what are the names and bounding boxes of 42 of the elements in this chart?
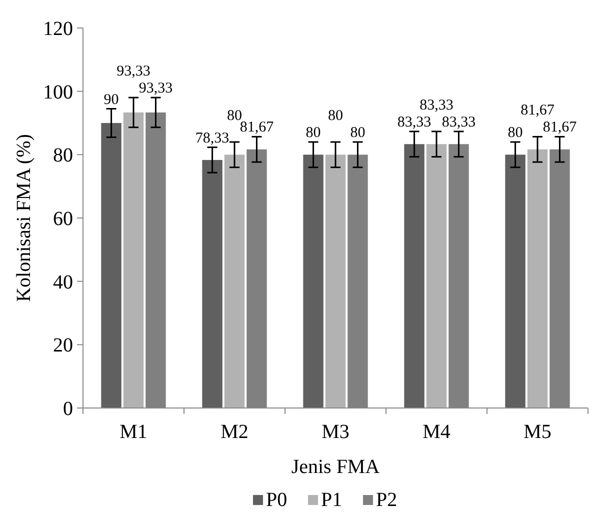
x-axis-title: Jenis FMA: [291, 456, 380, 478]
data-label: 80: [350, 125, 366, 141]
legend-label: P0: [266, 489, 288, 511]
x-tick-label: M2: [220, 421, 248, 443]
bar: [202, 160, 222, 408]
data-label: 83,33: [397, 114, 432, 130]
data-label: 93,33: [116, 64, 150, 80]
y-tick-label: 0: [63, 398, 73, 420]
x-tick-label: M5: [524, 421, 552, 443]
data-label: 83,33: [442, 114, 476, 130]
legend-label: P1: [321, 489, 342, 511]
data-label: 81,67: [542, 120, 578, 136]
data-label: 81,67: [240, 120, 274, 136]
data-label: 93,33: [138, 80, 173, 97]
y-tick-label: 60: [53, 208, 73, 230]
bar: [404, 144, 424, 408]
data-label: 80: [306, 125, 321, 141]
data-label: 83,33: [420, 97, 454, 114]
bar: [426, 144, 447, 408]
bar: [527, 149, 548, 408]
bar: [101, 123, 122, 408]
y-tick-label: 120: [43, 18, 73, 40]
bar: [224, 154, 245, 408]
y-axis-title: Kolonisasi FMA (%): [13, 134, 35, 302]
bar: [505, 154, 526, 408]
data-label: 78,33: [195, 130, 230, 146]
y-tick-label: 80: [53, 144, 73, 167]
data-label: 80: [328, 108, 343, 124]
y-tick-label: 20: [53, 334, 73, 357]
y-tick-label: 40: [53, 271, 73, 294]
x-tick-label: M4: [422, 421, 450, 443]
legend-label: P2: [376, 489, 398, 511]
data-label: 81,67: [520, 102, 555, 119]
bar: [303, 154, 324, 408]
x-tick-label: M3: [322, 421, 350, 443]
data-label: 90: [104, 92, 119, 108]
data-label: 80: [508, 125, 523, 141]
y-tick-label: 100: [43, 81, 73, 104]
data-label: 80: [227, 108, 242, 124]
bar: [325, 154, 346, 408]
x-tick-label: M1: [120, 421, 148, 443]
bar: [123, 112, 144, 408]
